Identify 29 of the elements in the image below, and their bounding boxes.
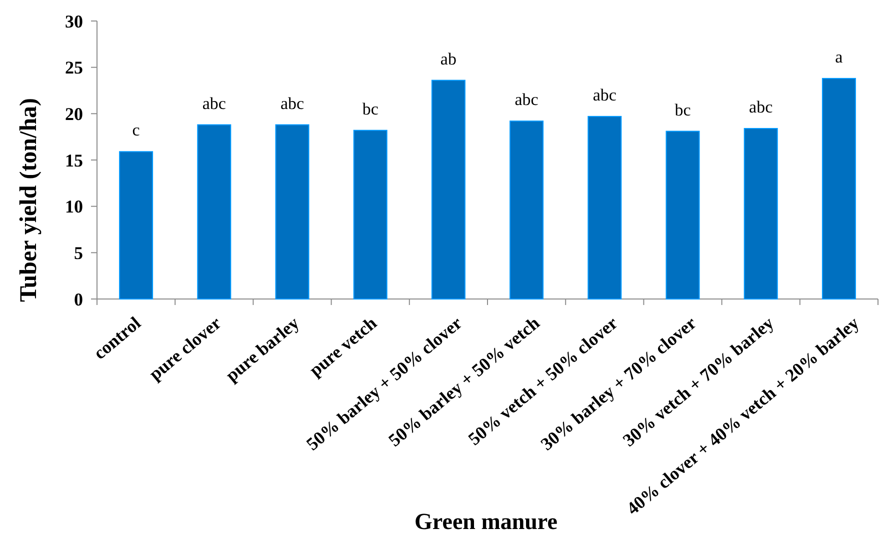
bar: [275, 124, 310, 300]
bar: [744, 128, 778, 300]
annotation: c: [132, 120, 140, 140]
x-axis-title: Green manure: [414, 509, 558, 534]
bar: [353, 130, 388, 300]
annotation: a: [835, 47, 844, 66]
annotation: abc: [592, 85, 617, 104]
annotation: bc: [362, 99, 379, 118]
y-tick-label: 10: [65, 196, 83, 217]
y-axis-title: Tuber yield (ton/ha): [16, 98, 42, 302]
bar: [431, 80, 466, 300]
annotation: ab: [440, 49, 456, 68]
annotation: abc: [280, 94, 304, 113]
annotation: abc: [749, 97, 774, 116]
y-tick-label: 20: [65, 104, 83, 124]
annotation: bc: [674, 100, 692, 120]
bar: [197, 124, 232, 300]
y-tick-label: 5: [74, 242, 83, 263]
bar: [510, 120, 544, 300]
y-tick-label: 25: [65, 58, 83, 78]
annotation: abc: [514, 90, 539, 110]
y-tick-label: 15: [65, 150, 83, 170]
bar: [666, 130, 700, 300]
y-tick-label: 0: [74, 289, 83, 310]
annotation: abc: [202, 94, 226, 113]
bar: [822, 78, 856, 300]
bar: [588, 116, 622, 300]
bar: [119, 151, 154, 300]
y-tick-label: 30: [65, 11, 83, 32]
